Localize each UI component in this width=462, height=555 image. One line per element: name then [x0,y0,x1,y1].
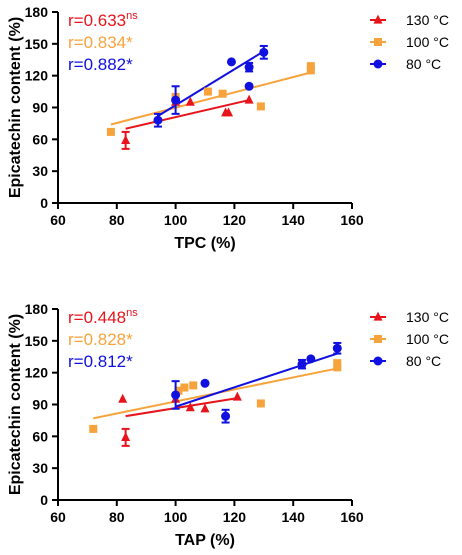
panel-bottom-y-axis-label: Epicatechin content (%) [7,314,24,495]
panel-bottom-point-square [333,359,342,368]
panel-top-point-square [203,87,212,96]
panel-bottom-y-tick-label: 150 [25,333,49,349]
panel-top-y-tick-label: 90 [32,100,48,116]
panel-top-point-square [306,66,315,75]
panel-top-point-circle [226,57,236,67]
panel-bottom-point-circle [200,378,210,388]
panel-bottom-x-axis-label: TAP (%) [175,532,235,549]
panel-bottom-y-tick-label: 120 [25,365,49,381]
panel-top-legend-label: 130 °C [406,12,449,28]
panel-top-point-circle [153,115,163,125]
panel-bottom-point-circle [332,343,342,353]
panel-top-point-triangle [224,107,234,117]
panel-top-point-triangle [121,134,131,144]
panel-top-r-value: r=0.882* [68,55,133,74]
panel-top-point-square [256,102,265,111]
panel-bottom-point-square [174,386,183,395]
panel-top-y-tick-label: 180 [25,4,49,20]
panel-bottom-y-tick-label: 30 [32,460,48,476]
panel-top-point-square [306,62,315,71]
panel-top-r-superscript: ns [126,10,138,22]
panel-top-x-axis-label: TPC (%) [174,235,235,252]
panel-bottom-legend-label: 100 °C [406,331,449,347]
panel-top-r-annotation: r=0.834* [68,33,133,52]
panel-top-x-tick-label: 80 [109,212,125,228]
panel-bottom-point-circle [171,390,181,400]
panel-top-fit-line-triangle [125,99,250,130]
panel-bottom-x-tick-label: 160 [340,509,364,525]
panel-top-legend-label: 100 °C [406,34,449,50]
panel-bottom-point-triangle [118,393,128,403]
panel-bottom-y-tick-label: 90 [32,397,48,413]
panel-bottom-point-square [189,381,198,390]
panel-bottom-y-tick-label: 60 [32,428,48,444]
panel-bottom-legend-marker-square [374,335,382,343]
panel-top-point-square [106,127,115,136]
panel-bottom-point-square [333,363,342,372]
panel-top-r-annotation: r=0.633ns [68,10,138,30]
panel-bottom-x-tick-label: 60 [50,509,66,525]
panel-top-legend-marker-circle [373,59,383,69]
panel-bottom-r-superscript: ns [126,307,138,319]
panel-bottom-r-value: r=0.448 [68,308,126,327]
panel-top-point-circle [244,81,254,91]
panel-bottom-point-triangle [185,402,195,412]
panel-bottom-point-triangle [232,391,242,401]
panel-bottom-x-tick-label: 80 [109,509,125,525]
panel-top-x-tick-label: 120 [223,212,247,228]
panel-bottom-point-square [256,399,265,408]
panel-bottom-legend-marker-triangle [373,311,383,321]
panel-bottom-legend-label: 80 °C [406,353,441,369]
panel-top-y-tick-label: 120 [25,68,49,84]
panel-top-x-tick-label: 140 [282,212,306,228]
panel-top-x-tick-label: 100 [164,212,188,228]
panel-top-x-tick-label: 60 [50,212,66,228]
panel-top-r-value: r=0.633 [68,11,126,30]
panel-bottom-point-circle [297,359,307,369]
panel-top-legend-label: 80 °C [406,56,441,72]
panel-bottom-r-annotation: r=0.828* [68,330,133,349]
panel-top-x-tick-label: 160 [340,212,364,228]
panel-bottom-r-value: r=0.812* [68,352,133,371]
panel-top-point-circle [244,62,254,72]
panel-bottom-x-tick-label: 120 [223,509,247,525]
panel-bottom: 0 30 60 90 120 150 180 60 80 100 120 140 160 TAP (%) E… [7,301,449,549]
panel-bottom-r-annotation: r=0.812* [68,352,133,371]
panel-top-point-circle [259,47,269,57]
panel-bottom-point-triangle [200,403,210,413]
panel-top-legend-marker-triangle [373,14,383,24]
panel-bottom-legend-marker-circle [373,356,383,366]
panel-top-r-value: r=0.834* [68,33,133,52]
panel-bottom-point-triangle [121,431,131,441]
panel-top-y-axis-label: Epicatechin content (%) [7,17,24,198]
panel-bottom-point-square [89,424,98,433]
panel-top-point-square [218,89,227,98]
panel-top-y-tick-label: 30 [32,163,48,179]
panel-bottom-point-circle [221,411,231,421]
panel-bottom-point-square [180,383,189,392]
panel-bottom-legend-label: 130 °C [406,309,449,325]
panel-top-y-tick-label: 0 [40,195,48,211]
panel-bottom-r-annotation: r=0.448ns [68,307,138,327]
panel-top-point-circle [171,95,181,105]
panel-top-point-triangle [244,94,254,104]
panel-bottom-r-value: r=0.828* [68,330,133,349]
panel-top-point-triangle [185,96,195,106]
panel-top-r-annotation: r=0.882* [68,55,133,74]
panel-bottom-y-tick-label: 180 [25,301,49,317]
panel-bottom-fit-line-triangle [125,397,238,418]
panel-top: 0 30 60 90 120 150 180 60 80 100 120 140 160 TPC (%) E… [7,4,449,252]
panel-bottom-x-tick-label: 140 [282,509,306,525]
panel-top-fit-line-square [110,71,312,126]
panel-top-y-tick-label: 150 [25,36,49,52]
panel-bottom-y-tick-label: 0 [40,492,48,508]
panel-top-legend-marker-square [374,38,382,46]
panel-bottom-point-circle [306,354,316,364]
panel-top-y-tick-label: 60 [32,131,48,147]
panel-bottom-x-tick-label: 100 [164,509,188,525]
